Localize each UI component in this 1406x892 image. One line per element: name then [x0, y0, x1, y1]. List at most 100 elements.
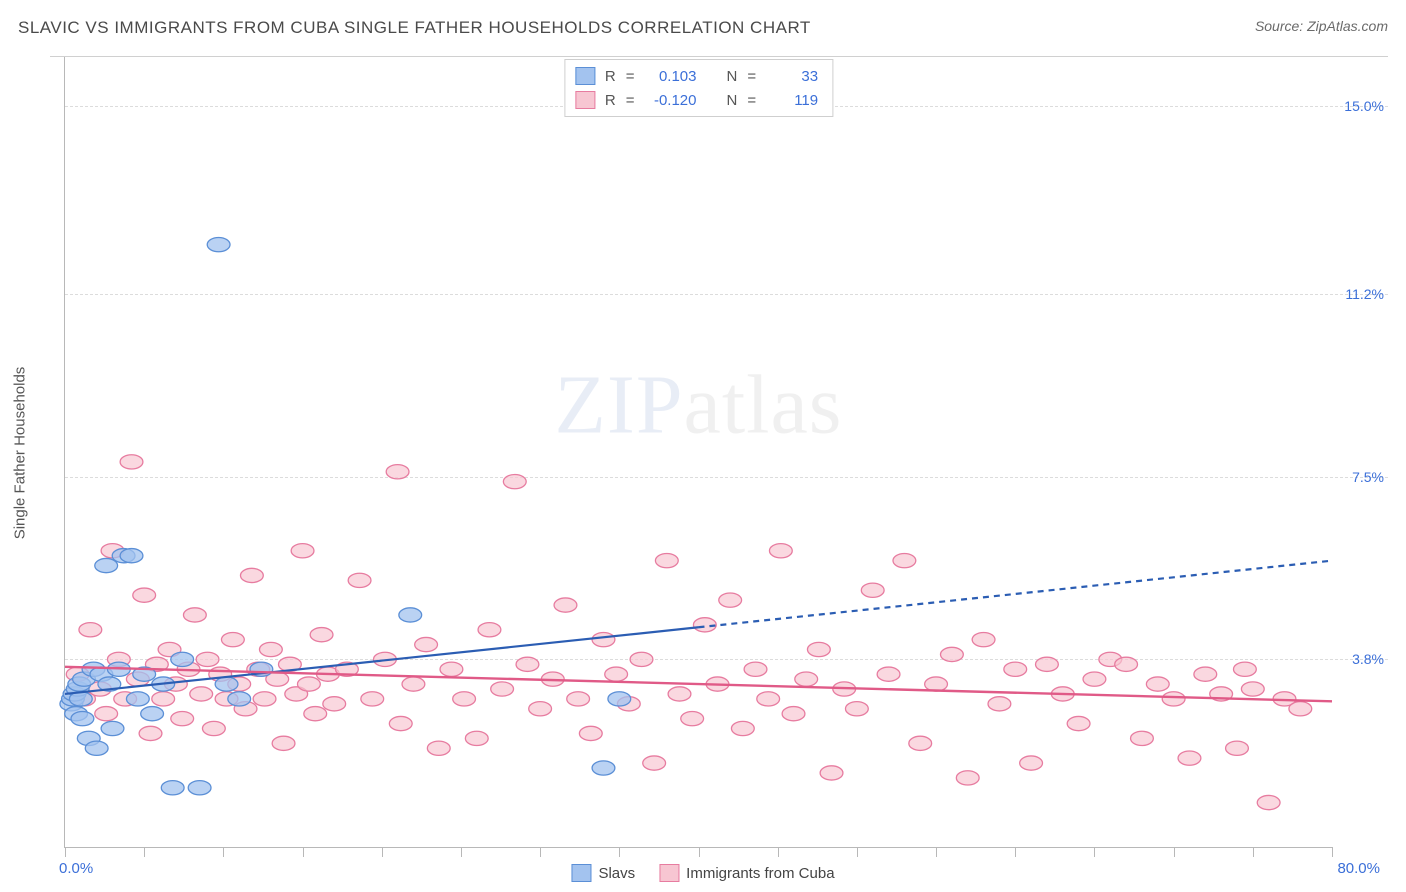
legend-label-cuba: Immigrants from Cuba: [686, 865, 834, 882]
data-point: [465, 731, 488, 745]
x-axis-min-label: 0.0%: [59, 860, 93, 877]
swatch-slavs: [571, 864, 591, 882]
data-point: [681, 712, 704, 726]
data-point: [592, 761, 615, 775]
data-point: [861, 583, 884, 597]
n-value-slavs: 33: [766, 68, 818, 85]
data-point: [141, 707, 164, 721]
data-point: [272, 736, 295, 750]
data-point: [807, 642, 830, 656]
x-tick: [382, 847, 383, 857]
legend-item-cuba: Immigrants from Cuba: [659, 864, 834, 882]
data-point: [101, 721, 124, 735]
data-point: [1289, 702, 1312, 716]
y-tick-label: 11.2%: [1345, 286, 1384, 302]
data-point: [221, 633, 244, 647]
x-tick: [778, 847, 779, 857]
data-point: [1178, 751, 1201, 765]
data-point: [1257, 795, 1280, 809]
data-point: [1146, 677, 1169, 691]
legend-item-slavs: Slavs: [571, 864, 635, 882]
trend-line: [699, 561, 1333, 628]
data-point: [877, 667, 900, 681]
data-point: [972, 633, 995, 647]
data-point: [440, 662, 463, 676]
data-point: [592, 633, 615, 647]
x-tick: [223, 847, 224, 857]
data-point: [79, 623, 102, 637]
data-point: [126, 692, 149, 706]
swatch-cuba: [575, 91, 595, 109]
x-tick: [1253, 847, 1254, 857]
data-point: [120, 455, 143, 469]
data-point: [183, 608, 206, 622]
data-point: [655, 554, 678, 568]
chart-title: SLAVIC VS IMMIGRANTS FROM CUBA SINGLE FA…: [18, 18, 811, 38]
swatch-slavs: [575, 67, 595, 85]
data-point: [253, 692, 276, 706]
x-tick: [461, 847, 462, 857]
data-point: [744, 662, 767, 676]
swatch-cuba: [659, 864, 679, 882]
data-point: [361, 692, 384, 706]
data-point: [516, 657, 539, 671]
data-point: [503, 475, 526, 489]
data-point: [845, 702, 868, 716]
x-tick: [1094, 847, 1095, 857]
data-point: [389, 716, 412, 730]
data-point: [415, 637, 438, 651]
data-point: [605, 667, 628, 681]
data-point: [1004, 662, 1027, 676]
y-tick-label: 7.5%: [1352, 469, 1384, 485]
data-point: [402, 677, 425, 691]
data-point: [202, 721, 225, 735]
data-point: [207, 238, 230, 252]
data-point: [769, 544, 792, 558]
x-axis-max-label: 80.0%: [1337, 860, 1380, 877]
chart-area: Single Father Households ZIPatlas 0.0% 8…: [50, 56, 1388, 848]
data-point: [909, 736, 932, 750]
eq-sign: =: [626, 68, 635, 85]
data-point: [139, 726, 162, 740]
data-point: [399, 608, 422, 622]
data-point: [643, 756, 666, 770]
data-point: [567, 692, 590, 706]
correlation-row-slavs: R = 0.103 N = 33: [575, 64, 818, 88]
data-point: [782, 707, 805, 721]
y-tick-label: 15.0%: [1344, 98, 1384, 114]
x-tick: [1332, 847, 1333, 857]
data-point: [304, 707, 327, 721]
data-point: [1226, 741, 1249, 755]
data-point: [386, 465, 409, 479]
eq-sign: =: [747, 92, 756, 109]
data-point: [259, 642, 282, 656]
data-point: [133, 588, 156, 602]
r-value-slavs: 0.103: [645, 68, 697, 85]
data-point: [478, 623, 501, 637]
data-point: [529, 702, 552, 716]
data-point: [491, 682, 514, 696]
x-tick: [619, 847, 620, 857]
data-point: [893, 554, 916, 568]
data-point: [85, 741, 108, 755]
data-point: [171, 652, 194, 666]
data-point: [1233, 662, 1256, 676]
data-point: [719, 593, 742, 607]
data-point: [95, 558, 118, 572]
data-point: [323, 697, 346, 711]
data-point: [228, 692, 251, 706]
data-point: [554, 598, 577, 612]
data-point: [171, 712, 194, 726]
data-point: [1131, 731, 1154, 745]
x-tick: [303, 847, 304, 857]
data-point: [1036, 657, 1059, 671]
data-point: [453, 692, 476, 706]
data-point: [757, 692, 780, 706]
data-point: [731, 721, 754, 735]
data-point: [291, 544, 314, 558]
data-point: [940, 647, 963, 661]
data-point: [1241, 682, 1264, 696]
x-tick: [540, 847, 541, 857]
data-point: [1115, 657, 1138, 671]
x-tick: [936, 847, 937, 857]
